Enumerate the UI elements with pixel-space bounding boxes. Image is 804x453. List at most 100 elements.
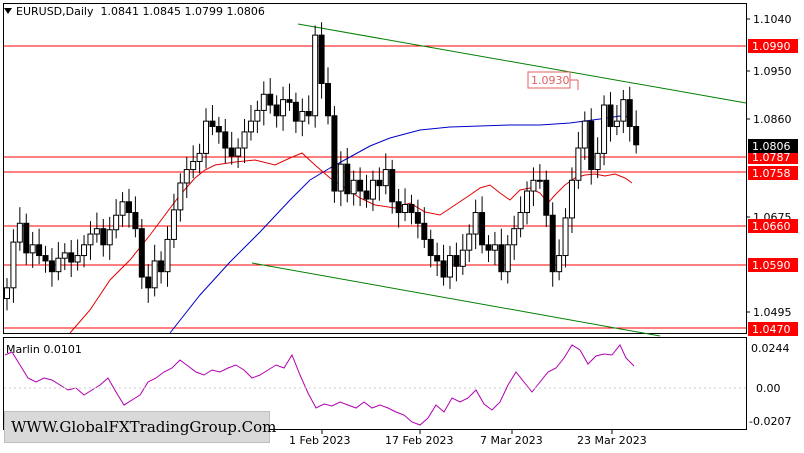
candle-body[interactable]: [93, 228, 100, 235]
candle-body[interactable]: [369, 179, 376, 200]
candle-body[interactable]: [633, 126, 640, 146]
candle-body[interactable]: [504, 244, 511, 273]
candle-body[interactable]: [42, 255, 49, 262]
candle-body[interactable]: [479, 212, 486, 246]
candle-body[interactable]: [273, 104, 280, 117]
candle-body[interactable]: [491, 244, 498, 251]
candle-body[interactable]: [408, 203, 415, 214]
candle-body[interactable]: [119, 201, 126, 216]
candle-body[interactable]: [235, 147, 242, 157]
candle-body[interactable]: [29, 244, 36, 254]
candle-body[interactable]: [125, 201, 132, 214]
candle-body[interactable]: [74, 255, 81, 263]
candle-body[interactable]: [267, 93, 274, 106]
candle-body[interactable]: [453, 255, 460, 267]
candle-body[interactable]: [215, 126, 222, 133]
candle-body[interactable]: [485, 244, 492, 251]
candle-body[interactable]: [530, 179, 537, 192]
candle-body[interactable]: [389, 169, 396, 203]
candle-body[interactable]: [517, 212, 524, 230]
candle-body[interactable]: [575, 147, 582, 181]
candle-body[interactable]: [312, 34, 319, 117]
candle-body[interactable]: [549, 214, 556, 273]
candle-body[interactable]: [132, 212, 139, 230]
candle-body[interactable]: [395, 201, 402, 214]
candle-body[interactable]: [556, 255, 563, 273]
candle-body[interactable]: [376, 179, 383, 187]
candle-body[interactable]: [568, 179, 575, 219]
candle-body[interactable]: [331, 115, 338, 192]
candle-body[interactable]: [357, 179, 364, 192]
candle-body[interactable]: [601, 104, 608, 154]
candle-body[interactable]: [23, 222, 30, 254]
candle-body[interactable]: [607, 104, 614, 128]
candle-body[interactable]: [382, 169, 389, 187]
candle-body[interactable]: [164, 238, 171, 273]
candle-body[interactable]: [48, 260, 55, 273]
candle-body[interactable]: [325, 83, 331, 117]
candle-body[interactable]: [222, 131, 229, 149]
candle-body[interactable]: [562, 217, 569, 257]
candle-body[interactable]: [203, 120, 210, 154]
candle-body[interactable]: [363, 190, 370, 200]
channel-upper-line[interactable]: [297, 23, 747, 104]
candle-body[interactable]: [36, 244, 43, 257]
candle-body[interactable]: [350, 179, 357, 195]
candle-body[interactable]: [100, 228, 107, 246]
candle-body[interactable]: [581, 120, 588, 149]
candle-body[interactable]: [87, 233, 94, 246]
candle-body[interactable]: [440, 260, 447, 278]
candle-body[interactable]: [466, 233, 473, 251]
candle-body[interactable]: [434, 255, 441, 262]
candle-body[interactable]: [68, 252, 75, 263]
candle-body[interactable]: [247, 120, 254, 133]
candle-body[interactable]: [446, 255, 453, 278]
candle-body[interactable]: [305, 110, 312, 117]
candle-body[interactable]: [16, 222, 23, 243]
candle-body[interactable]: [254, 109, 261, 122]
candle-body[interactable]: [113, 214, 120, 231]
candle-body[interactable]: [626, 99, 633, 128]
candle-body[interactable]: [318, 34, 325, 85]
candle-body[interactable]: [594, 152, 601, 171]
candle-body[interactable]: [280, 99, 287, 117]
candle-body[interactable]: [543, 179, 550, 216]
candle-body[interactable]: [138, 228, 145, 278]
candle-body[interactable]: [170, 209, 177, 240]
candle-body[interactable]: [209, 120, 216, 128]
candle-body[interactable]: [402, 203, 409, 214]
candle-body[interactable]: [299, 110, 306, 122]
candle-body[interactable]: [498, 244, 505, 273]
candle-body[interactable]: [613, 120, 620, 128]
candle-body[interactable]: [286, 99, 293, 103]
candle-body[interactable]: [183, 169, 190, 184]
candle-body[interactable]: [151, 260, 158, 289]
candle-body[interactable]: [158, 260, 165, 273]
candle-body[interactable]: [241, 131, 248, 149]
candle-body[interactable]: [81, 244, 88, 257]
candle-body[interactable]: [4, 287, 10, 300]
candle-body[interactable]: [55, 257, 62, 273]
candle-body[interactable]: [228, 147, 235, 157]
candle-body[interactable]: [190, 160, 197, 171]
candle-body[interactable]: [414, 212, 421, 224]
candle-body[interactable]: [292, 101, 299, 122]
dropdown-triangle-icon[interactable]: [4, 8, 12, 14]
candle-body[interactable]: [536, 179, 543, 182]
candle-body[interactable]: [106, 229, 113, 246]
candle-body[interactable]: [472, 212, 479, 235]
candle-body[interactable]: [260, 93, 267, 111]
candle-body[interactable]: [588, 120, 595, 171]
candle-body[interactable]: [511, 228, 518, 246]
candle-body[interactable]: [344, 163, 351, 195]
candle-body[interactable]: [10, 241, 17, 289]
candle-body[interactable]: [145, 276, 152, 289]
candle-body[interactable]: [337, 163, 344, 192]
candle-body[interactable]: [620, 99, 627, 122]
candle-body[interactable]: [427, 238, 434, 257]
candle-body[interactable]: [61, 252, 68, 259]
candle-body[interactable]: [524, 190, 531, 214]
candle-body[interactable]: [196, 152, 203, 162]
channel-lower-line[interactable]: [251, 262, 661, 337]
